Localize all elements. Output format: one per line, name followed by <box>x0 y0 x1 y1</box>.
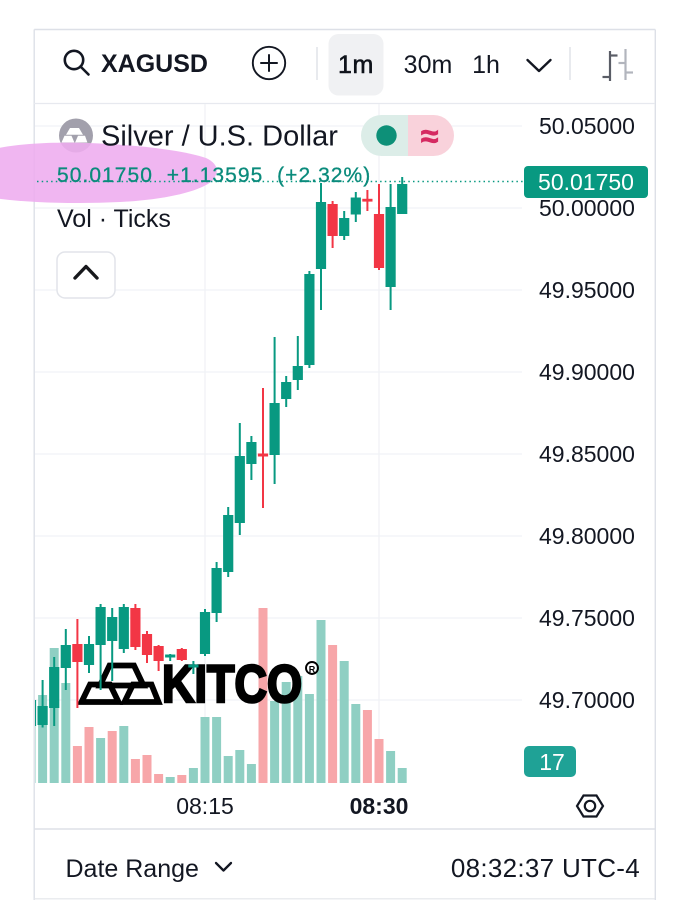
svg-text:Date Range: Date Range <box>66 855 199 883</box>
svg-text:KITCO: KITCO <box>162 655 302 714</box>
svg-text:R: R <box>309 665 316 675</box>
svg-text:50.01750 +1.13595 (+2.32%): 50.01750 +1.13595 (+2.32%) <box>57 164 371 187</box>
svg-text:08:32:37 UTC-4: 08:32:37 UTC-4 <box>451 853 640 883</box>
svg-text:49.95000: 49.95000 <box>539 277 635 303</box>
svg-text:08:30: 08:30 <box>350 793 409 819</box>
svg-text:49.70000: 49.70000 <box>539 687 635 713</box>
svg-text:30m: 30m <box>404 51 453 79</box>
svg-text:50.01750: 50.01750 <box>538 169 634 195</box>
svg-text:1h: 1h <box>472 51 500 79</box>
svg-text:49.90000: 49.90000 <box>539 359 635 385</box>
svg-text:1m: 1m <box>338 51 374 79</box>
svg-text:50.05000: 50.05000 <box>539 113 635 139</box>
svg-text:08:15: 08:15 <box>176 793 234 819</box>
svg-text:Vol · Ticks: Vol · Ticks <box>57 205 171 233</box>
svg-text:49.75000: 49.75000 <box>539 605 635 631</box>
svg-text:49.80000: 49.80000 <box>539 523 635 549</box>
svg-text:49.85000: 49.85000 <box>539 441 635 467</box>
svg-text:50.00000: 50.00000 <box>539 195 635 221</box>
svg-text:Silver / U.S. Dollar: Silver / U.S. Dollar <box>101 121 338 153</box>
svg-text:17: 17 <box>539 749 565 775</box>
svg-text:XAGUSD: XAGUSD <box>101 50 208 78</box>
svg-text:≈: ≈ <box>421 118 439 154</box>
